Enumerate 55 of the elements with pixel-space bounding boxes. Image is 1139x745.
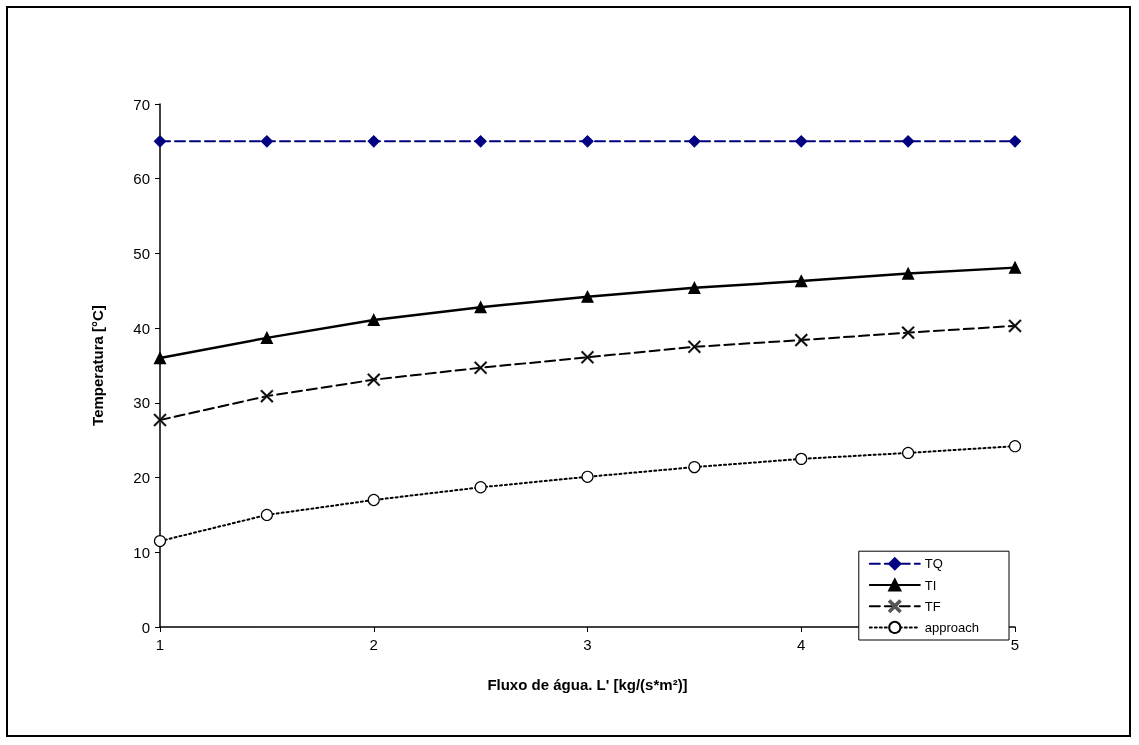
y-tick-label: 10 <box>133 543 150 561</box>
point <box>580 350 595 365</box>
point <box>260 389 274 403</box>
point <box>473 360 488 375</box>
x-tick-label: 3 <box>583 636 592 653</box>
point <box>260 508 273 522</box>
point <box>581 135 594 148</box>
x-tick-label: 2 <box>369 636 378 653</box>
point <box>153 413 167 427</box>
legend-label: TQ <box>924 556 943 572</box>
legend-label: approach <box>924 619 980 635</box>
point <box>902 267 915 280</box>
point <box>901 325 915 340</box>
x-tick-label: 4 <box>797 636 806 653</box>
point <box>474 135 487 148</box>
y-tick-label: 70 <box>133 95 150 113</box>
y-tick-label: 50 <box>133 244 150 262</box>
legend-label: TI <box>924 577 937 593</box>
point <box>795 135 808 148</box>
point <box>367 493 380 507</box>
point <box>153 351 167 365</box>
point <box>260 135 273 148</box>
point <box>688 281 701 294</box>
x-tick-label: 1 <box>155 636 165 653</box>
y-tick-label: 30 <box>133 394 150 412</box>
point <box>688 135 701 148</box>
point <box>153 135 167 148</box>
point <box>902 446 915 460</box>
y-tick-label: 0 <box>141 618 150 636</box>
y-axis-title: Temperatura [°C] <box>89 305 106 426</box>
point <box>1008 135 1022 148</box>
point <box>153 534 167 548</box>
y-tick-label: 20 <box>133 469 150 487</box>
point <box>367 313 380 327</box>
point <box>795 452 808 465</box>
point <box>688 461 701 474</box>
point <box>687 340 702 354</box>
point <box>1008 261 1022 274</box>
y-tick-label: 60 <box>133 170 150 188</box>
point <box>260 331 273 344</box>
point <box>367 372 381 387</box>
point <box>474 481 487 494</box>
point <box>474 301 487 314</box>
point <box>367 135 380 148</box>
point <box>581 470 594 483</box>
point <box>794 333 808 347</box>
x-tick-label: 5 <box>1010 636 1020 653</box>
point <box>1008 319 1022 333</box>
x-axis-title: Fluxo de água. L' [kg/(s*m²)] <box>487 676 688 693</box>
point <box>581 290 594 303</box>
legend-label: TF <box>924 598 941 614</box>
point <box>795 274 808 288</box>
point <box>1008 440 1022 453</box>
y-tick-label: 40 <box>133 319 150 337</box>
point <box>902 135 915 148</box>
